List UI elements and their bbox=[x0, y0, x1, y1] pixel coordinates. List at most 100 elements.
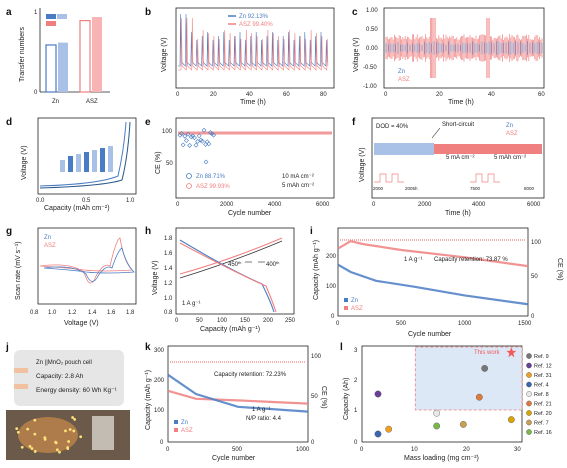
panel-k-xtick-0: 0 bbox=[166, 447, 170, 453]
panel-l-ytick-3: 0 bbox=[354, 440, 358, 446]
point-ref bbox=[459, 420, 467, 428]
series-zn-point bbox=[188, 134, 194, 140]
panel-b-xlabel: Time (h) bbox=[240, 99, 266, 106]
panel-f: DOD = 40% Short-circuit Zn ASZ 5 mA cm⁻²… bbox=[359, 117, 545, 217]
panel-e-xtick-0: 0 bbox=[176, 202, 180, 208]
panel-f-cond2: 5 mAh cm⁻² bbox=[494, 155, 526, 161]
legend-label: Ref. 9 bbox=[534, 354, 549, 360]
panel-l-ytick-2: 1 bbox=[354, 408, 358, 414]
panel-l-xtick-3: 30 bbox=[514, 447, 521, 453]
panel-l: 3 2 1 0 Capacity (Ah) Mass loading (mg c… bbox=[343, 345, 552, 462]
panel-k-rate: 1 A g⁻¹ bbox=[252, 407, 271, 413]
light-bulb bbox=[33, 418, 37, 422]
panel-k-retention: Capacity retention: 72.23% bbox=[214, 372, 287, 378]
panel-g-xtick-0: 0.8 bbox=[30, 310, 39, 316]
panel-e-ylabel: CE (%) bbox=[155, 151, 162, 174]
series-zn-point bbox=[203, 159, 209, 165]
series-asz-trace bbox=[178, 17, 329, 71]
pouch-cell-title: Zn ||MnO₂ pouch cell bbox=[36, 360, 92, 366]
series-zn-point bbox=[211, 132, 217, 138]
panel-a-ytick-1: 1 bbox=[34, 10, 38, 16]
light-bulb bbox=[15, 427, 19, 431]
point-ref bbox=[374, 430, 382, 438]
series-zn-curve bbox=[39, 121, 127, 187]
panel-h-label: h bbox=[145, 226, 151, 237]
bar-zn-fill bbox=[58, 42, 68, 92]
panel-b-legend-asz: ASZ 99.40% bbox=[239, 22, 273, 28]
inset-bar bbox=[60, 160, 65, 172]
panel-h-xtick-4: 200 bbox=[263, 318, 274, 324]
series-asz-trace bbox=[385, 18, 543, 78]
panel-k-xlabel: Cycle number bbox=[212, 455, 256, 462]
panel-i-ylabel: Capacity (mAh g⁻¹) bbox=[313, 240, 320, 300]
panel-f-inset-label-4: 8000 bbox=[524, 186, 535, 191]
point-ref bbox=[433, 422, 441, 430]
panel-f-legend-zn: Zn bbox=[506, 123, 513, 129]
panel-e-ytick-100: 100 bbox=[162, 129, 173, 135]
bar-zn bbox=[45, 44, 57, 93]
panel-i-rate: 1 A g⁻¹ bbox=[404, 257, 423, 263]
legend-marker bbox=[526, 419, 532, 426]
bar-asz-fill bbox=[92, 17, 102, 93]
inset-bar bbox=[108, 146, 113, 172]
light-bulb bbox=[54, 441, 58, 445]
light-bulb bbox=[73, 417, 77, 421]
panel-l-label: l bbox=[340, 342, 343, 353]
light-bulb bbox=[30, 447, 34, 450]
panel-f-xtick-0: 0 bbox=[372, 202, 376, 208]
point-this-work bbox=[506, 347, 517, 358]
panel-i-xlabel: Cycle number bbox=[408, 331, 452, 338]
panel-g-xtick-5: 1.8 bbox=[126, 310, 135, 316]
panel-c-ytick-4: -1.00 bbox=[363, 84, 377, 90]
panel-i-xtick-2: 1000 bbox=[458, 321, 472, 327]
panel-i-y2tick-1: 50 bbox=[531, 274, 538, 280]
panel-e-cond1: 10 mA cm⁻² bbox=[282, 174, 314, 180]
panel-i-label: i bbox=[310, 226, 313, 237]
panel-c-xtick-3: 60 bbox=[538, 92, 545, 98]
legend-marker bbox=[526, 362, 532, 369]
panel-i-y2tick-2: 0 bbox=[531, 314, 535, 320]
legend-label: Ref. 8 bbox=[534, 392, 549, 398]
panel-f-label: f bbox=[352, 117, 356, 128]
point-ref bbox=[433, 409, 441, 417]
panel-h-ylabel: Voltage (V) bbox=[152, 260, 159, 295]
panel-e-legend-zn: Zn 88.71% bbox=[196, 174, 226, 180]
panel-b-xtick-2: 40 bbox=[246, 92, 253, 98]
series-zn-capacity bbox=[167, 373, 309, 413]
panel-k-label: k bbox=[145, 342, 151, 353]
panel-k-ylabel: Capacity (mAh g⁻¹) bbox=[145, 370, 152, 430]
series-zn-point bbox=[199, 138, 205, 144]
legend-label: Ref. 20 bbox=[534, 411, 552, 417]
point-ref bbox=[475, 393, 483, 401]
panel-k-ytick-0: 300 bbox=[154, 348, 165, 354]
panel-k-ylabel2: CE (%) bbox=[320, 386, 327, 409]
panel-c-ytick-3: -0.50 bbox=[363, 65, 377, 71]
series-zn-point bbox=[183, 138, 189, 143]
panel-h-xtick-2: 100 bbox=[217, 318, 228, 324]
panel-g-legend-asz: ASZ bbox=[44, 243, 56, 249]
panel-a-cat-asz: ASZ bbox=[86, 99, 98, 105]
panel-h-xtick-3: 150 bbox=[240, 318, 251, 324]
panel-j: Zn ||MnO₂ pouch cell Capacity: 2.8 Ah En… bbox=[6, 350, 130, 460]
panel-b-label: b bbox=[145, 7, 151, 18]
panel-f-short-circuit: Short-circuit bbox=[442, 122, 474, 128]
panel-j-label: j bbox=[5, 342, 9, 353]
light-bulb bbox=[66, 447, 70, 451]
legend-marker bbox=[526, 400, 532, 407]
panel-k-np: N/P ratio: 4.4 bbox=[246, 416, 282, 422]
series-zn-point bbox=[196, 133, 202, 139]
panel-k-y2tick-0: 100 bbox=[311, 354, 322, 360]
panel-k-legend-asz: ASZ bbox=[181, 428, 193, 434]
series-asz-capacity bbox=[167, 389, 309, 405]
panel-g-ylabel: Scan rate (mV s⁻¹) bbox=[15, 241, 22, 300]
panel-h-ytick-5: 0.8 bbox=[164, 310, 173, 316]
panel-f-legend-asz: ASZ bbox=[506, 131, 518, 137]
panel-a-ylabel: Transfer numbers bbox=[19, 27, 26, 82]
panel-h-xlabel: Capacity (mAh g⁻¹) bbox=[200, 326, 260, 333]
legend-label: Ref. 7 bbox=[534, 421, 549, 427]
light-bulb bbox=[16, 430, 20, 434]
panel-l-ytick-0: 3 bbox=[354, 348, 358, 354]
light-bulb bbox=[43, 436, 47, 440]
panel-b-xtick-3: 60 bbox=[283, 92, 290, 98]
bar-asz bbox=[79, 20, 91, 93]
